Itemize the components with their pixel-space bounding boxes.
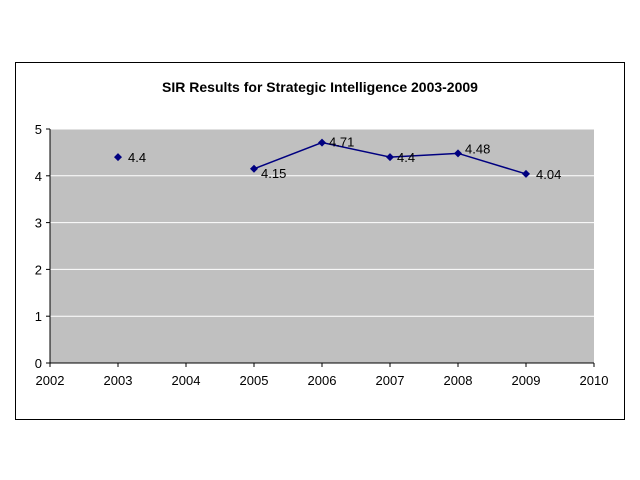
x-tick-label: 2002	[36, 373, 65, 388]
data-point-marker	[318, 138, 326, 147]
data-point-marker	[114, 153, 122, 162]
x-tick-label: 2005	[240, 373, 269, 388]
data-point-label: 4.15	[261, 166, 286, 181]
data-point-marker	[386, 153, 394, 162]
x-tick-label: 2004	[172, 373, 201, 388]
chart-frame: SIR Results for Strategic Intelligence 2…	[15, 62, 625, 420]
plot-area	[50, 129, 594, 363]
y-tick-label: 4	[35, 169, 42, 184]
data-point-label: 4.04	[536, 167, 561, 182]
x-tick-label: 2003	[104, 373, 133, 388]
x-tick-label: 2008	[444, 373, 473, 388]
chart-title: SIR Results for Strategic Intelligence 2…	[162, 79, 478, 95]
data-point-label: 4.4	[397, 150, 415, 165]
x-tick-label: 2010	[580, 373, 609, 388]
x-tick-label: 2007	[376, 373, 405, 388]
y-tick-label: 1	[35, 309, 42, 324]
y-tick-label: 5	[35, 122, 42, 137]
data-point-marker	[454, 149, 462, 158]
y-tick-label: 2	[35, 262, 42, 277]
x-tick-label: 2009	[512, 373, 541, 388]
y-tick-label: 3	[35, 216, 42, 231]
data-point-marker	[522, 169, 530, 178]
sir-line-chart: 0 1 2 3 4 5 2002 2003 2004 2005 2006 2007 2008 2009 20…	[35, 122, 609, 388]
data-point-marker	[250, 164, 258, 173]
data-point-label: 4.48	[465, 141, 490, 156]
x-tick-label: 2006	[308, 373, 337, 388]
y-tick-label: 0	[35, 356, 42, 371]
data-point-label: 4.4	[128, 150, 146, 165]
data-point-label: 4.71	[329, 135, 354, 150]
